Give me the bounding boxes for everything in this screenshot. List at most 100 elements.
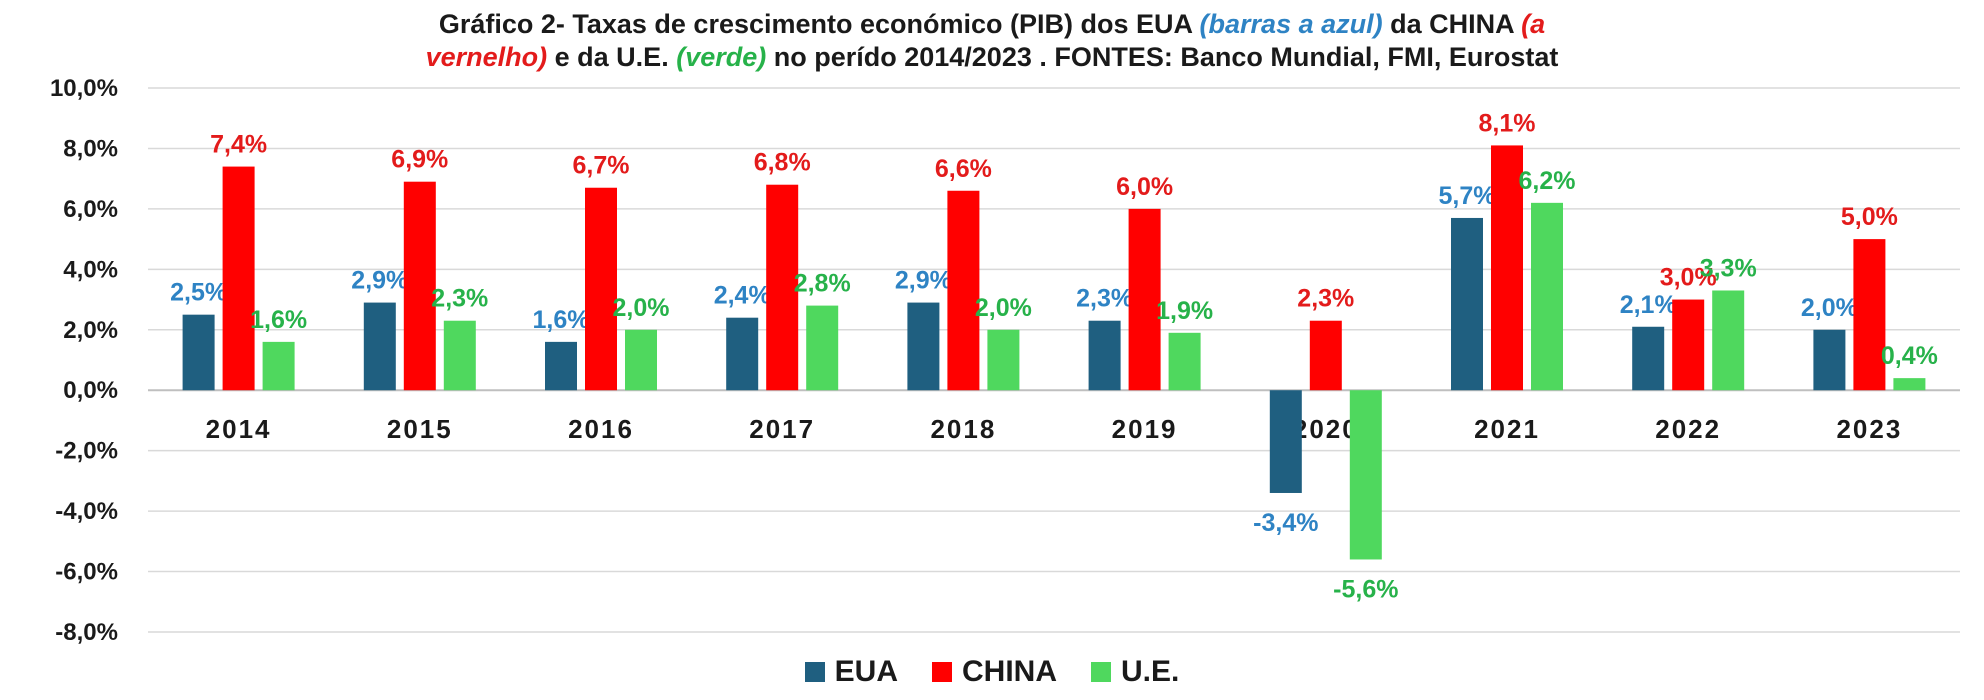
bar-ue [1531, 202, 1563, 391]
data-label: -3,4% [1253, 509, 1318, 537]
bar-china [1128, 208, 1161, 391]
legend-swatch-ue [1090, 662, 1111, 682]
bar-ue [625, 329, 657, 391]
bar-china [222, 166, 255, 391]
bar-ue [987, 329, 1020, 391]
data-label: 2,0% [613, 294, 670, 322]
chart-title-part: (verde) [676, 42, 767, 72]
bar-eua [1632, 326, 1665, 391]
y-tick-label: 2,0% [63, 317, 118, 344]
x-tick-label: 2020 [1293, 414, 1359, 444]
bar-eua [726, 317, 759, 391]
data-label: 8,1% [1479, 109, 1536, 137]
data-label: 2,9% [895, 267, 952, 295]
bar-ue [262, 341, 295, 391]
data-label: 0,4% [1881, 342, 1938, 370]
chart-legend: EUA CHINA U.E. [0, 655, 1984, 689]
data-label: 2,5% [170, 279, 227, 307]
legend-item-eua: EUA [804, 655, 898, 689]
x-tick-label: 2015 [387, 414, 453, 444]
y-tick-label: 4,0% [63, 256, 118, 283]
bar-china [1491, 145, 1523, 391]
data-label: 1,6% [533, 306, 590, 334]
y-tick-label: 0,0% [63, 377, 118, 404]
data-label: 5,0% [1841, 203, 1898, 231]
data-label: 6,8% [754, 149, 811, 177]
x-tick-label: 2018 [930, 414, 996, 444]
x-tick-label: 2023 [1836, 414, 1902, 444]
chart-title-part: no perído 2014/2023 . FONTES: Banco Mund… [766, 42, 1559, 72]
data-label: 3,3% [1700, 254, 1757, 282]
chart-title-part: (a [1521, 9, 1546, 39]
bar-ue [1712, 290, 1745, 391]
data-label: 6,2% [1519, 167, 1576, 195]
data-label: 2,3% [1076, 285, 1133, 313]
bar-chart: 10,0% 8,0% 6,0% 4,0% 2,0% 0,0% -2,0% -4,0% -6,0%… [50, 75, 1960, 646]
bar-ue [1349, 390, 1382, 560]
bar-ue [1893, 378, 1926, 391]
y-tick-label: 10,0% [50, 75, 118, 102]
legend-swatch-eua [804, 662, 825, 682]
bar-eua [1813, 329, 1846, 391]
chart-title-part: Gráfico 2- Taxas de crescimento económic… [438, 9, 1200, 39]
data-label: 1,6% [250, 306, 307, 334]
data-label: 7,4% [210, 131, 267, 159]
bar-ue [1168, 332, 1201, 391]
data-label: 3,0% [1660, 264, 1717, 292]
bar-eua [363, 302, 396, 391]
y-tick-label: -2,0% [55, 438, 118, 465]
chart-title-line-2: vernelho) e da U.E. (verde) no perído 20… [0, 41, 1984, 74]
chart-title-part: e da U.E. [547, 42, 677, 72]
y-tick-label: -4,0% [55, 498, 118, 525]
bar-eua [907, 302, 940, 391]
data-label: 6,7% [573, 152, 630, 180]
data-label: 2,3% [431, 285, 488, 313]
data-label: 5,7% [1439, 182, 1496, 210]
x-tick-label: 2016 [568, 414, 634, 444]
bar-china [766, 184, 799, 391]
bar-ue [443, 320, 476, 391]
bar-china [947, 190, 980, 391]
y-tick-label: 8,0% [63, 135, 118, 162]
bar-china [403, 181, 436, 391]
chart-title-part: vernelho) [425, 42, 548, 72]
x-tick-label: 2022 [1655, 414, 1721, 444]
legend-item-china: CHINA [931, 655, 1057, 689]
x-tick-label: 2017 [749, 414, 815, 444]
bar-eua [545, 341, 577, 391]
bar-china [1853, 239, 1886, 391]
data-label: 6,9% [391, 146, 448, 174]
chart-title-part: (barras a azul) [1199, 9, 1383, 39]
data-label: 1,9% [1156, 297, 1213, 325]
data-label: 2,8% [794, 270, 851, 298]
y-tick-label: 6,0% [63, 196, 118, 223]
data-label: 2,3% [1297, 285, 1354, 313]
data-label: 6,6% [935, 155, 992, 183]
data-label: 6,0% [1116, 173, 1173, 201]
data-label: -5,6% [1333, 575, 1398, 603]
x-tick-label: 2019 [1112, 414, 1178, 444]
bar-ue [806, 305, 839, 391]
bar-eua [182, 314, 215, 391]
chart-title-line-1: Gráfico 2- Taxas de crescimento económic… [0, 8, 1984, 41]
bar-china [585, 187, 617, 391]
legend-swatch-china [931, 662, 952, 682]
x-tick-label: 2014 [206, 414, 272, 444]
data-label: 2,0% [1801, 294, 1858, 322]
x-tick-label: 2021 [1474, 414, 1540, 444]
y-tick-label: -6,0% [55, 559, 118, 586]
bar-eua [1269, 390, 1302, 493]
chart-title: Gráfico 2- Taxas de crescimento económic… [0, 8, 1984, 74]
data-label: 2,9% [351, 267, 408, 295]
bar-eua [1451, 217, 1483, 391]
legend-label-ue: U.E. [1120, 655, 1180, 688]
data-label: 2,4% [714, 282, 771, 310]
legend-label-china: CHINA [961, 655, 1057, 688]
bar-china [1309, 320, 1342, 391]
bar-eua [1088, 320, 1121, 391]
chart-title-part: da CHINA [1382, 9, 1522, 39]
data-label: 2,0% [975, 294, 1032, 322]
legend-label-eua: EUA [834, 655, 898, 688]
data-label: 2,1% [1620, 291, 1677, 319]
y-tick-label: -8,0% [55, 619, 118, 646]
